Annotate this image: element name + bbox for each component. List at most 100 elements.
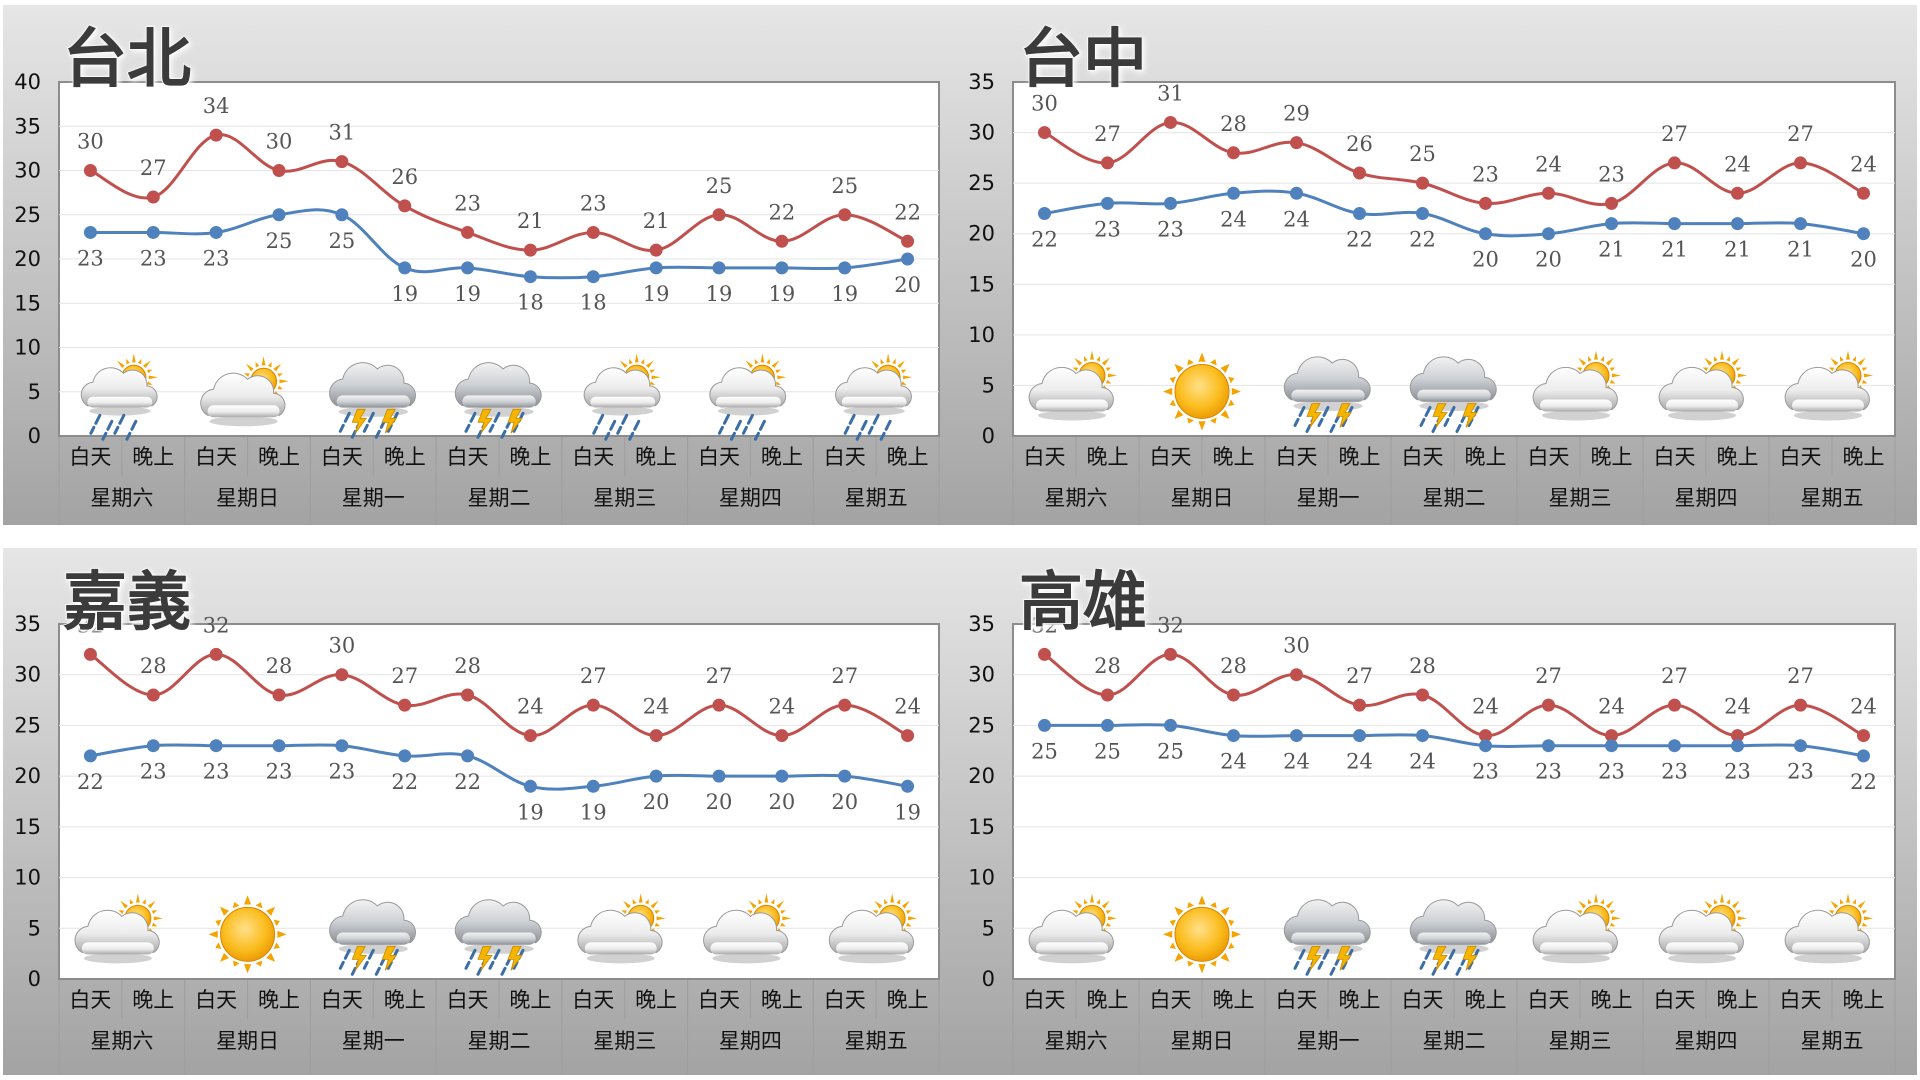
y-tick-label: 10 [14,336,41,360]
day-night-label: 白天 [321,445,363,469]
city-title: 台中 [1019,23,1147,97]
high-temp-point [1479,196,1492,210]
high-temp-label: 24 [1535,152,1562,176]
weekday-label: 星期六 [90,486,153,510]
high-temp-label: 32 [203,613,230,637]
day-night-label: 白天 [1150,445,1192,469]
rain-drop [1419,960,1426,970]
day-night-label: 白天 [1780,445,1822,469]
rain-drop [476,966,483,976]
high-temp-label: 24 [1724,152,1751,176]
high-temp-point [83,164,97,177]
low-temp-point [1479,227,1492,241]
y-tick-label: 15 [14,815,41,839]
high-temp-label: 21 [643,209,670,233]
high-temp-label: 24 [1472,695,1499,719]
high-temp-label: 27 [140,156,167,180]
rain-drop [125,431,132,441]
rain-drop [848,413,856,425]
rain-drop [118,413,126,425]
rain-drop [469,411,477,423]
rain-drop [500,966,507,976]
low-temp-point [649,769,663,783]
low-temp-label: 18 [517,291,544,315]
day-night-label: 白天 [1402,445,1444,469]
rain-drop [362,423,369,433]
cloud-shape [1028,366,1114,421]
low-temp-label: 23 [203,246,230,270]
high-temp-point [523,243,537,257]
high-temp-label: 22 [894,200,921,224]
rain-drop [130,419,138,431]
day-night-label: 白天 [1402,988,1444,1012]
high-temp-label: 24 [1724,695,1751,719]
city-title: 高雄 [1019,566,1147,640]
high-temp-label: 27 [1787,664,1814,688]
high-temp-point [335,155,349,169]
rain-drop [1443,417,1450,427]
high-temp-label: 23 [580,191,607,215]
low-temp-point [1038,206,1051,220]
low-temp-label: 23 [1094,217,1121,241]
low-temp-point [1542,739,1555,753]
low-temp-point [1857,227,1870,241]
lightning-bolt [1462,403,1478,428]
low-temp-label: 21 [1661,238,1688,262]
high-temp-label: 28 [266,654,293,678]
low-temp-label: 23 [1661,760,1688,784]
rain-drop [867,425,874,435]
lightning-bolt [351,408,368,434]
high-temp-label: 30 [1031,92,1058,116]
cloud-shape [583,367,661,416]
low-temp-line [1044,189,1864,238]
low-temp-point [209,739,223,753]
day-night-label: 晚上 [887,988,929,1012]
low-temp-point [712,261,726,275]
weekday-label: 星期四 [1675,486,1738,510]
weekday-label: 星期五 [845,1029,908,1053]
low-temp-point [901,779,915,793]
high-temp-point [1164,647,1177,661]
partly-cloudy-icon [1658,350,1747,421]
rain-drop [500,429,507,439]
high-temp-point [649,243,663,257]
weekday-label: 星期五 [1801,1029,1864,1053]
y-tick-label: 20 [968,222,995,246]
rain-drop [1317,417,1324,427]
low-temp-label: 23 [140,760,167,784]
high-temp-point [1227,146,1240,160]
weekday-label: 星期六 [90,1029,153,1053]
low-temp-label: 19 [517,800,544,824]
low-temp-label: 24 [1283,750,1310,774]
high-temp-point [712,208,726,222]
high-temp-label: 28 [454,654,481,678]
lightning-bolt [351,945,368,971]
high-temp-point [1668,156,1681,170]
rain-drop [362,960,369,970]
y-tick-label: 30 [968,663,995,687]
low-temp-point [335,739,349,753]
rain-drop [493,948,501,960]
low-temp-point [1038,718,1051,732]
low-temp-point [1227,729,1240,743]
low-temp-point [901,252,915,266]
partly-cloudy-icon [1532,350,1621,421]
y-tick-label: 5 [982,916,995,940]
rain-drop [609,419,617,431]
day-night-label: 白天 [572,445,614,469]
rain-drop [493,411,501,423]
day-night-label: 晚上 [1339,445,1381,469]
day-night-label: 白天 [447,988,489,1012]
cloud-shape [80,367,158,416]
day-night-label: 晚上 [384,445,426,469]
day-night-label: 晚上 [1591,988,1633,1012]
sun-shape [208,895,287,974]
high-temp-label: 24 [768,695,795,719]
y-tick-label: 30 [14,663,41,687]
high-temp-label: 24 [1598,695,1625,719]
low-temp-point [1164,196,1177,210]
y-tick-label: 30 [14,159,41,183]
low-temp-line [1044,723,1864,758]
rain-drop [633,419,641,431]
low-temp-point [398,749,412,763]
